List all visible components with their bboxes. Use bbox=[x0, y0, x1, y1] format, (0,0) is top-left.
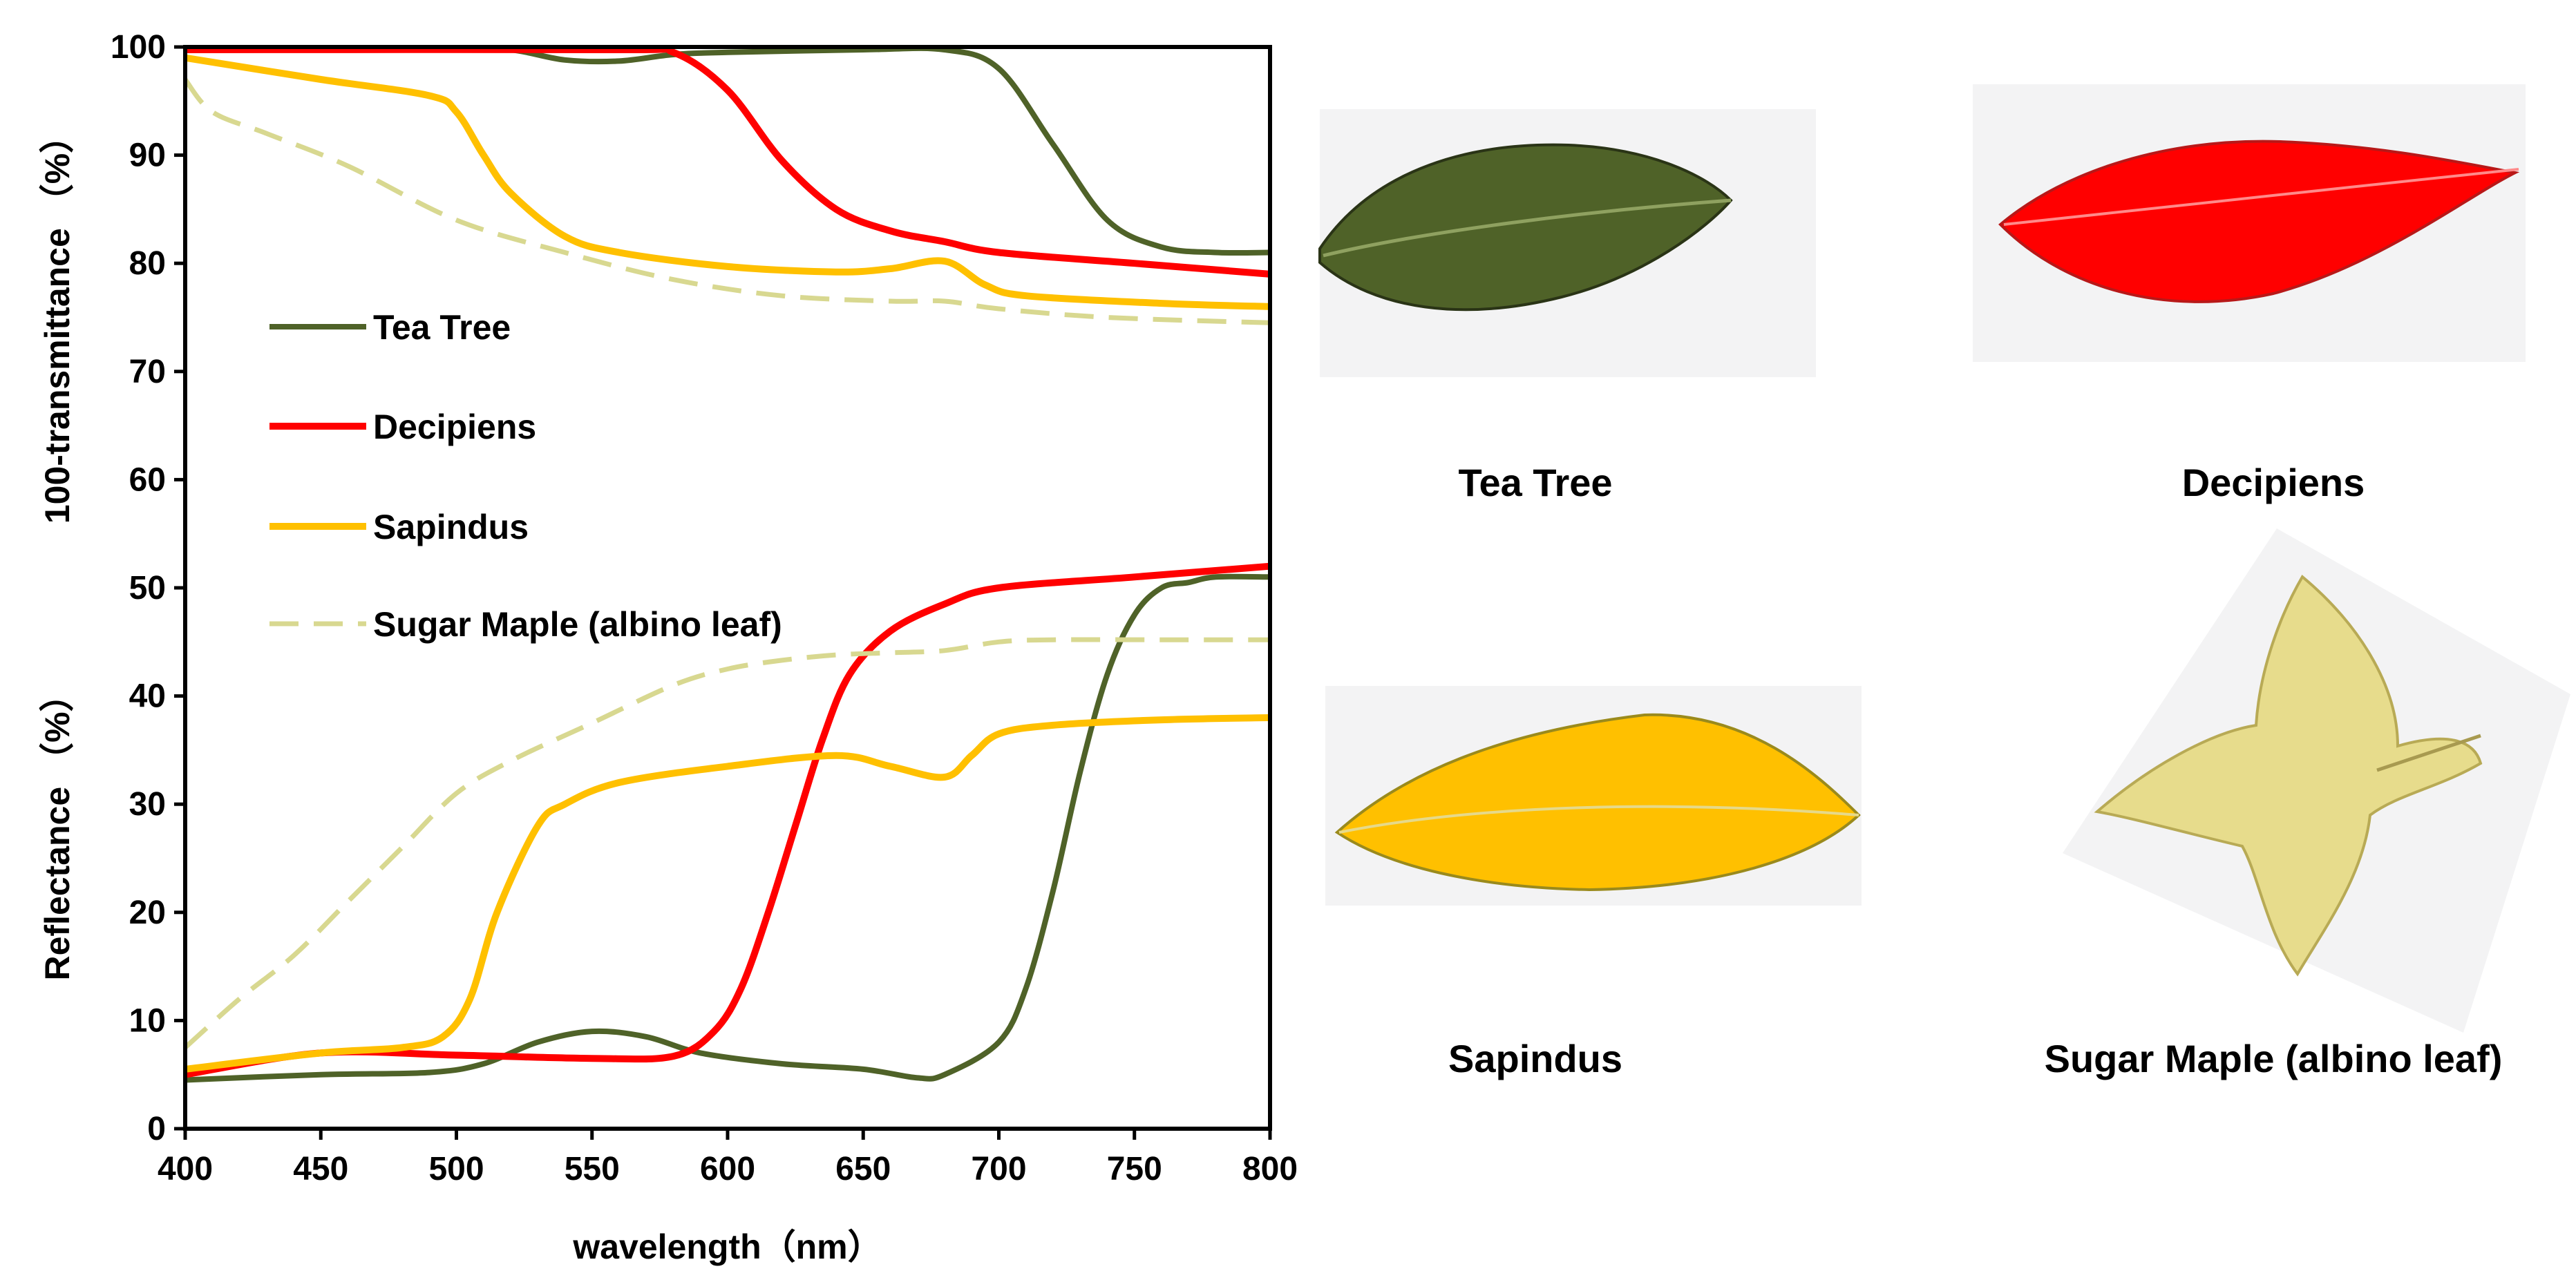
plot-frame bbox=[183, 45, 1272, 1131]
series-line-sugar_maple-reflectance bbox=[183, 637, 1270, 1050]
x-axis-title: wavelength（nm） bbox=[572, 1227, 882, 1266]
leaf-photo-sugar-maple bbox=[2063, 528, 2570, 1033]
leaf-photo-sapindus bbox=[1325, 686, 1862, 906]
decipiens-leaf-midrib bbox=[2003, 168, 2519, 226]
y-tick-label: 70 bbox=[129, 354, 166, 390]
x-tick-label: 450 bbox=[293, 1151, 348, 1187]
series-line-sugar_maple-100-transmittance bbox=[183, 77, 1271, 325]
sugar-maple-leaf-shape bbox=[2094, 574, 2483, 977]
y-tick-label: 90 bbox=[129, 137, 166, 174]
y-tick-label: 20 bbox=[129, 895, 166, 931]
legend: Tea Tree Decipiens Sapindus Sugar Maple (al… bbox=[269, 308, 782, 644]
tea-tree-leaf-midrib bbox=[1323, 198, 1732, 258]
series-layer bbox=[183, 45, 1271, 1083]
y-tick-label: 40 bbox=[129, 678, 166, 715]
y-axis-title-top: 100-transmittance （%） bbox=[38, 119, 77, 524]
caption-decipiens: Decipiens bbox=[2182, 461, 2365, 504]
caption-tea-tree: Tea Tree bbox=[1458, 461, 1612, 504]
series-line-decipiens-reflectance bbox=[184, 562, 1271, 1078]
leaf-photo-tea-tree bbox=[1318, 109, 1816, 377]
decipiens-leaf-shape bbox=[1998, 140, 2520, 303]
y-tick-label: 0 bbox=[147, 1111, 166, 1147]
sugar-maple-leaf-stem bbox=[2376, 734, 2481, 772]
sapindus-leaf-midrib bbox=[1338, 805, 1859, 834]
y-tick-label: 80 bbox=[129, 245, 166, 282]
y-tick-label: 60 bbox=[129, 461, 166, 498]
x-tick-label: 550 bbox=[565, 1151, 620, 1187]
legend-label-tea_tree: Tea Tree bbox=[373, 308, 511, 347]
y-axis-ticks: 0 10 20 30 40 50 60 70 80 90 100 bbox=[111, 29, 185, 1147]
y-tick-label: 50 bbox=[129, 570, 166, 606]
x-tick-label: 650 bbox=[835, 1151, 891, 1187]
series-line-decipiens-100-transmittance bbox=[184, 45, 1271, 278]
series-line-sapindus-100-transmittance bbox=[184, 54, 1271, 310]
caption-sapindus: Sapindus bbox=[1448, 1037, 1622, 1080]
x-tick-label: 700 bbox=[971, 1151, 1026, 1187]
leaf-photo-decipiens bbox=[1973, 84, 2526, 362]
x-tick-label: 800 bbox=[1242, 1151, 1298, 1187]
series-line-tea_tree-100-transmittance bbox=[185, 45, 1271, 256]
legend-label-sapindus: Sapindus bbox=[373, 508, 529, 546]
y-tick-label: 30 bbox=[129, 786, 166, 823]
y-tick-label: 100 bbox=[111, 29, 166, 66]
x-axis-ticks: 400 450 500 550 600 650 700 750 800 bbox=[158, 1129, 1298, 1187]
y-axis-title-bottom: Reflectance （%） bbox=[38, 677, 77, 980]
series-line-sapindus-reflectance bbox=[184, 714, 1271, 1073]
series-line-tea_tree-reflectance bbox=[184, 573, 1271, 1083]
x-tick-label: 500 bbox=[428, 1151, 484, 1187]
x-tick-label: 600 bbox=[700, 1151, 755, 1187]
caption-sugar-maple: Sugar Maple (albino leaf) bbox=[2045, 1037, 2503, 1080]
x-tick-label: 400 bbox=[158, 1151, 213, 1187]
spectra-chart: 400 450 500 550 600 650 700 750 800 0 10 20 30 40 50 6… bbox=[38, 29, 1298, 1266]
legend-label-sugar_maple: Sugar Maple (albino leaf) bbox=[373, 605, 782, 644]
legend-label-decipiens: Decipiens bbox=[373, 408, 536, 446]
x-tick-label: 750 bbox=[1107, 1151, 1162, 1187]
y-tick-label: 10 bbox=[129, 1002, 166, 1039]
